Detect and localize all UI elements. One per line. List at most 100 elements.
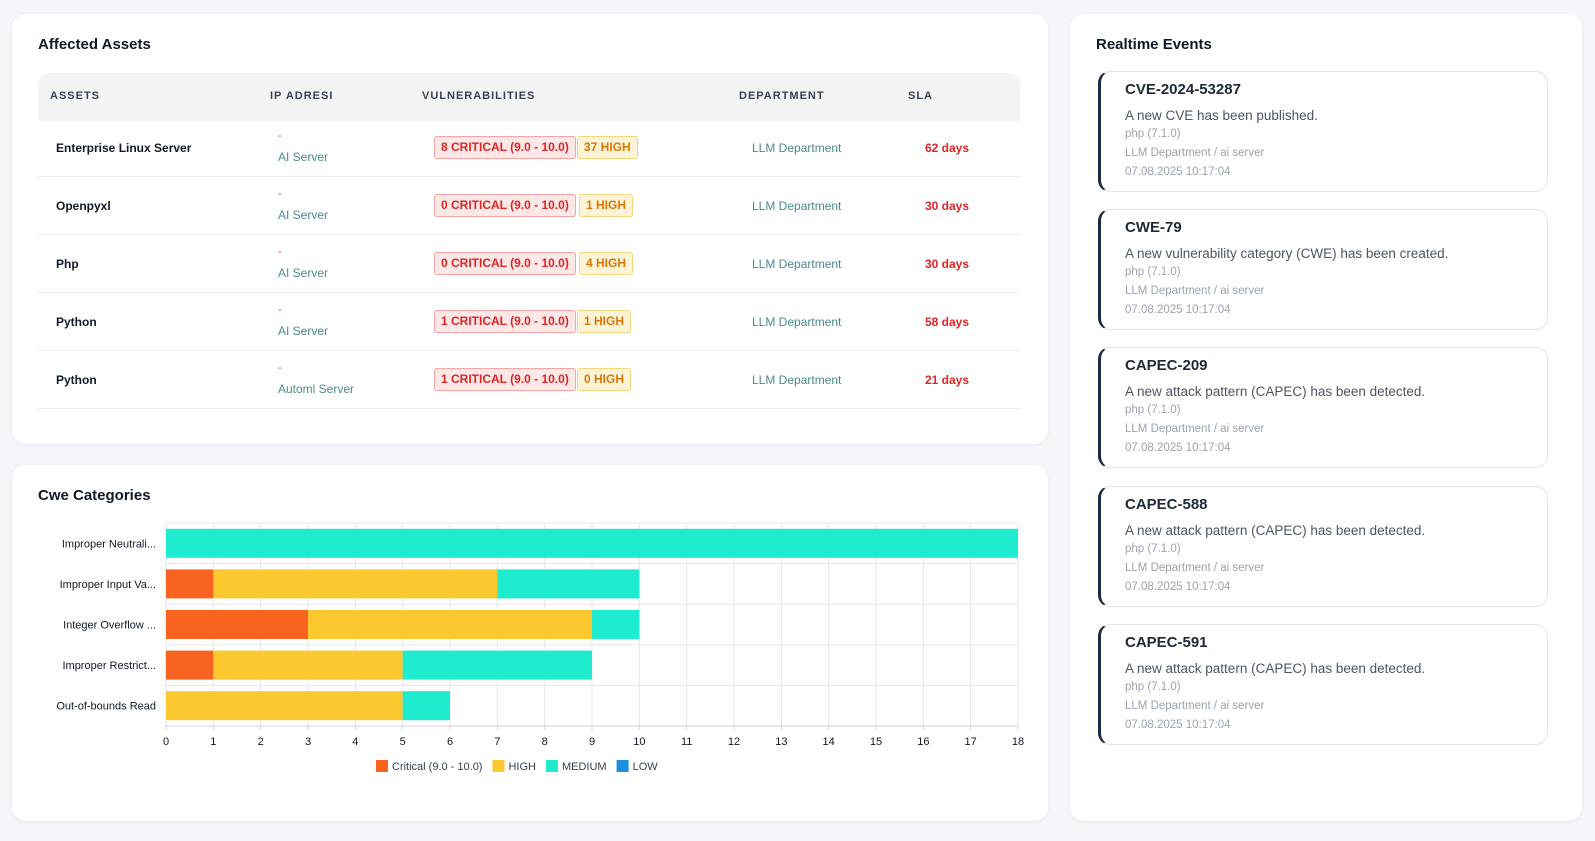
event-id: CAPEC-209 [1125, 357, 1208, 374]
department: LLM Department [752, 257, 842, 271]
high-badge: 37 HIGH [577, 136, 638, 159]
ip-address: - [278, 362, 282, 374]
affected-assets-title: Affected Assets [38, 36, 151, 53]
x-tick-label: 9 [589, 736, 595, 748]
x-tick-label: 13 [775, 736, 787, 748]
cwe-categories-card: Cwe Categories Improper Neutrali... Impro… [12, 465, 1048, 821]
x-tick-label: 8 [542, 736, 548, 748]
x-tick-label: 5 [400, 736, 406, 748]
bar-segment [213, 569, 498, 599]
event-package: php (7.1.0) [1125, 404, 1181, 416]
asset-name: Openpyxl [56, 199, 111, 213]
department: LLM Department [752, 315, 842, 329]
event-card[interactable]: CAPEC-209 A new attack pattern (CAPEC) h… [1098, 347, 1548, 468]
event-timestamp: 07.08.2025 10:17:04 [1125, 581, 1231, 593]
asset-name: Python [56, 315, 97, 329]
x-tick-label: 10 [633, 736, 645, 748]
event-description: A new attack pattern (CAPEC) has been de… [1125, 384, 1426, 399]
legend-swatch [376, 760, 388, 772]
legend-swatch [492, 760, 505, 772]
ip-address: - [278, 246, 282, 258]
legend-label: HIGH [508, 761, 536, 773]
bar-segment [592, 610, 640, 639]
legend-label: Critical (9.0 - 10.0) [392, 761, 482, 773]
x-tick-label: 6 [447, 736, 453, 748]
critical-badge: 1 CRITICAL (9.0 - 10.0) [434, 368, 576, 391]
event-location: LLM Department / ai server [1125, 562, 1265, 574]
event-timestamp: 07.08.2025 10:17:04 [1125, 304, 1231, 316]
event-description: A new attack pattern (CAPEC) has been de… [1125, 661, 1426, 676]
asset-name: Python [56, 373, 97, 387]
event-location: LLM Department / ai server [1125, 147, 1265, 159]
server-name: AI Server [278, 208, 329, 222]
x-tick-label: 15 [870, 736, 882, 748]
x-tick-label: 11 [681, 736, 692, 748]
bar-segment [166, 610, 308, 639]
category-label: Out-of-bounds Read [56, 701, 156, 713]
x-tick-label: 4 [352, 736, 358, 748]
category-label: Improper Input Va... [60, 579, 156, 591]
column-header-ip[interactable]: IP ADRESI [270, 90, 334, 102]
server-name: AI Server [278, 266, 329, 280]
department: LLM Department [752, 141, 842, 155]
column-header-sla[interactable]: SLA [908, 90, 933, 102]
event-location: LLM Department / ai server [1125, 423, 1265, 435]
event-package: php (7.1.0) [1125, 128, 1181, 140]
realtime-events-card: Realtime Events CVE-2024-53287 A new CVE… [1070, 14, 1582, 821]
event-id: CAPEC-591 [1125, 634, 1208, 651]
server-name: Automl Server [278, 382, 355, 396]
table-row[interactable]: Openpyxl - AI Server 0 CRITICAL (9.0 - 1… [38, 177, 1020, 235]
table-row[interactable]: Enterprise Linux Server - AI Server 8 CR… [38, 119, 1020, 177]
event-location: LLM Department / ai server [1125, 700, 1265, 712]
x-tick-label: 2 [258, 736, 264, 748]
legend-swatch [545, 760, 558, 772]
bar-segment [308, 610, 592, 639]
bar-segment [402, 691, 450, 721]
x-tick-label: 16 [917, 736, 929, 748]
affected-assets-card: Affected Assets ASSETS IP ADRESI VULNERA… [12, 14, 1048, 444]
column-header-vulnerabilities[interactable]: VULNERABILITIES [422, 90, 536, 102]
table-row[interactable]: Python - Automl Server 1 CRITICAL (9.0 -… [38, 351, 1020, 409]
sla-value: 30 days [925, 257, 970, 271]
event-card[interactable]: CAPEC-591 A new attack pattern (CAPEC) h… [1098, 624, 1548, 745]
bar-segment [213, 650, 403, 680]
legend-label: LOW [633, 761, 659, 773]
asset-name: Enterprise Linux Server [56, 141, 192, 155]
assets-table-header: ASSETS IP ADRESI VULNERABILITIES DEPARTM… [38, 73, 1020, 121]
legend-label: MEDIUM [562, 761, 607, 773]
column-header-assets[interactable]: ASSETS [50, 90, 101, 102]
department: LLM Department [752, 373, 842, 387]
table-row[interactable]: Php - AI Server 0 CRITICAL (9.0 - 10.0) … [38, 235, 1020, 293]
critical-badge: 8 CRITICAL (9.0 - 10.0) [434, 136, 576, 159]
event-package: php (7.1.0) [1125, 681, 1181, 693]
event-id: CVE-2024-53287 [1125, 81, 1241, 98]
category-label: Improper Neutrali... [62, 538, 156, 550]
event-card[interactable]: CVE-2024-53287 A new CVE has been publis… [1098, 71, 1548, 192]
category-label: Integer Overflow ... [63, 620, 156, 632]
column-header-department[interactable]: DEPARTMENT [739, 90, 825, 102]
cwe-categories-title: Cwe Categories [38, 487, 151, 504]
x-tick-label: 0 [163, 736, 169, 748]
event-description: A new attack pattern (CAPEC) has been de… [1125, 523, 1426, 538]
x-tick-label: 3 [305, 736, 311, 748]
event-card[interactable]: CWE-79 A new vulnerability category (CWE… [1098, 209, 1548, 330]
asset-name: Php [56, 257, 79, 271]
ip-address: - [278, 188, 282, 200]
event-timestamp: 07.08.2025 10:17:04 [1125, 166, 1231, 178]
event-timestamp: 07.08.2025 10:17:04 [1125, 442, 1231, 454]
department: LLM Department [752, 199, 842, 213]
high-badge: 0 HIGH [577, 368, 632, 391]
high-badge: 4 HIGH [579, 252, 634, 275]
table-row[interactable]: Python - AI Server 1 CRITICAL (9.0 - 10.… [38, 293, 1020, 351]
event-card[interactable]: CAPEC-588 A new attack pattern (CAPEC) h… [1098, 486, 1548, 607]
cwe-chart: Improper Neutrali... Improper Input Va...… [56, 522, 1024, 773]
sla-value: 30 days [925, 199, 970, 213]
event-description: A new vulnerability category (CWE) has b… [1125, 246, 1449, 261]
x-tick-label: 17 [965, 736, 977, 748]
event-description: A new CVE has been published. [1125, 108, 1318, 123]
bar-segment [166, 569, 214, 599]
x-tick-label: 14 [823, 736, 835, 748]
ip-address: - [278, 130, 282, 142]
bar-segment [166, 650, 214, 680]
x-tick-label: 7 [494, 736, 500, 748]
